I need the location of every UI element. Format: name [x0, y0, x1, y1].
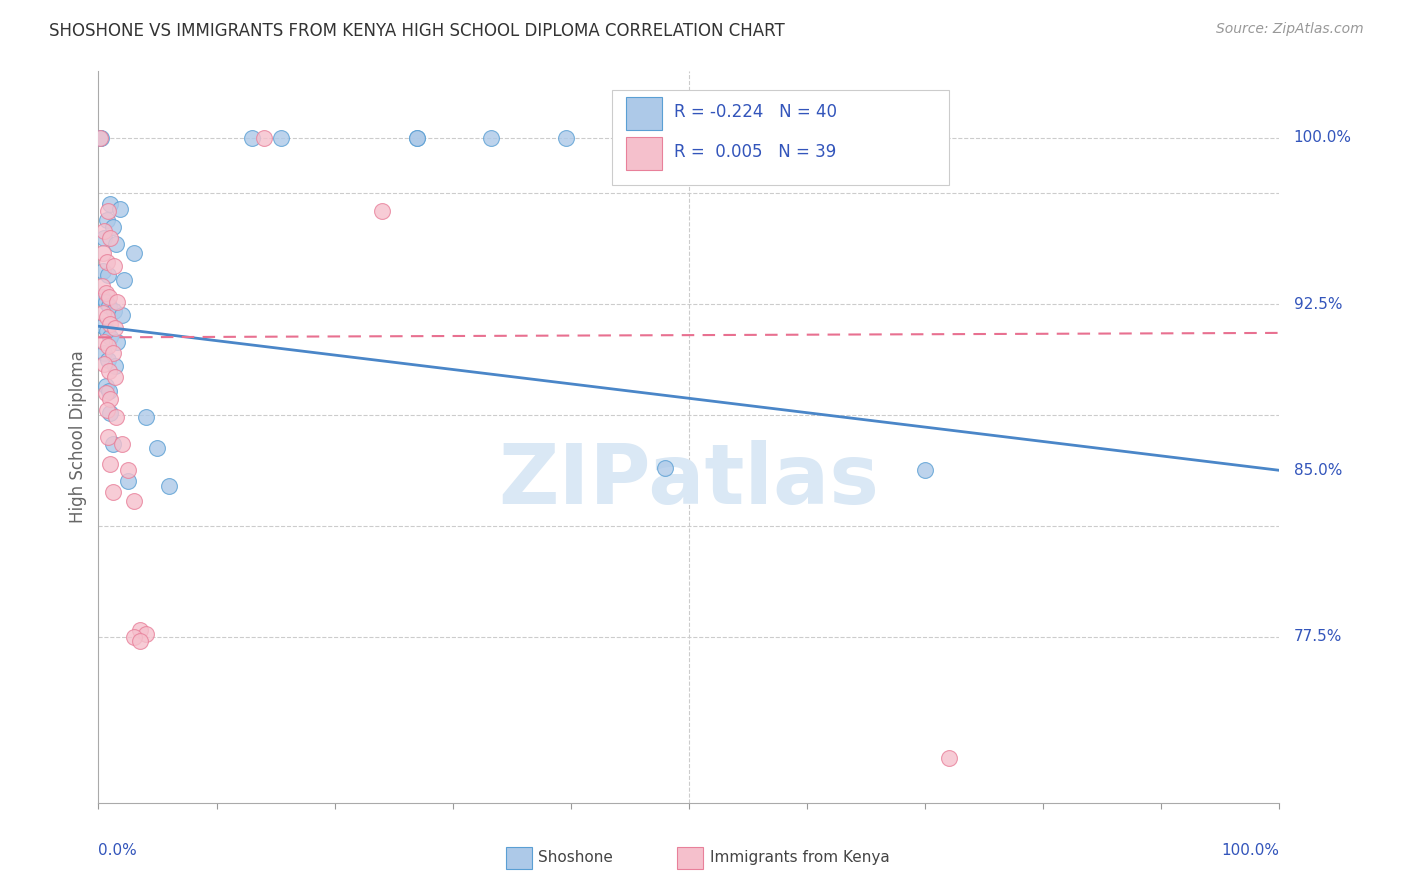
Point	[96, 212, 118, 227]
Point	[94, 285, 117, 300]
Point	[97, 268, 120, 283]
Text: Shoshone: Shoshone	[537, 850, 613, 865]
Point	[89, 131, 111, 145]
Text: 100.0%: 100.0%	[1222, 843, 1279, 858]
Point	[406, 131, 429, 145]
Point	[117, 463, 139, 477]
Point	[105, 294, 128, 309]
Bar	[678, 847, 703, 869]
Point	[135, 410, 157, 425]
Point	[98, 290, 121, 304]
Point	[91, 290, 114, 304]
Point	[98, 317, 121, 331]
Point	[94, 379, 117, 393]
Point	[94, 294, 117, 309]
Text: R = -0.224   N = 40: R = -0.224 N = 40	[673, 103, 837, 120]
Point	[157, 479, 180, 493]
Point	[90, 131, 112, 145]
Point	[104, 370, 127, 384]
Point	[96, 403, 118, 417]
Point	[93, 334, 115, 349]
Text: Immigrants from Kenya: Immigrants from Kenya	[710, 850, 890, 865]
Text: ZIPatlas: ZIPatlas	[499, 441, 879, 522]
Point	[914, 463, 936, 477]
Point	[97, 430, 120, 444]
Point	[128, 623, 150, 637]
Point	[98, 457, 121, 471]
Point	[94, 385, 117, 400]
Point	[91, 246, 114, 260]
Point	[91, 264, 114, 278]
Point	[135, 627, 157, 641]
Bar	[506, 847, 531, 869]
Point	[101, 219, 124, 234]
Point	[96, 310, 118, 325]
Point	[97, 352, 120, 367]
Point	[97, 339, 120, 353]
Point	[93, 230, 115, 244]
Point	[555, 131, 578, 145]
Point	[101, 485, 124, 500]
Point	[104, 359, 127, 373]
Point	[98, 197, 121, 211]
Point	[104, 321, 127, 335]
Point	[98, 384, 121, 398]
Point	[98, 230, 121, 244]
Point	[98, 299, 121, 313]
Text: SHOSHONE VS IMMIGRANTS FROM KENYA HIGH SCHOOL DIPLOMA CORRELATION CHART: SHOSHONE VS IMMIGRANTS FROM KENYA HIGH S…	[49, 22, 785, 40]
Point	[98, 363, 121, 377]
Point	[105, 334, 128, 349]
FancyBboxPatch shape	[612, 90, 949, 185]
Text: 85.0%: 85.0%	[1294, 463, 1341, 478]
Point	[253, 131, 276, 145]
Point	[91, 279, 114, 293]
Text: 0.0%: 0.0%	[98, 843, 138, 858]
Point	[93, 224, 115, 238]
Point	[89, 131, 111, 145]
Point	[98, 392, 121, 407]
Point	[654, 461, 676, 475]
Point	[105, 237, 128, 252]
Point	[240, 131, 263, 145]
Point	[103, 260, 125, 274]
Y-axis label: High School Diploma: High School Diploma	[69, 351, 87, 524]
Text: 92.5%: 92.5%	[1294, 297, 1343, 311]
Point	[111, 308, 134, 322]
Point	[96, 324, 118, 338]
Point	[105, 410, 128, 425]
Point	[406, 131, 429, 145]
Point	[101, 436, 124, 450]
Point	[122, 246, 145, 260]
Point	[270, 131, 292, 145]
Bar	[626, 137, 662, 170]
Text: 100.0%: 100.0%	[1294, 130, 1351, 145]
Point	[371, 204, 394, 219]
Point	[479, 131, 502, 145]
Point	[938, 751, 960, 765]
Point	[111, 436, 134, 450]
Point	[98, 330, 121, 344]
Text: 77.5%: 77.5%	[1294, 629, 1341, 644]
Point	[128, 634, 150, 648]
Point	[108, 202, 131, 216]
Point	[91, 306, 114, 320]
Point	[97, 204, 120, 219]
Text: R =  0.005   N = 39: R = 0.005 N = 39	[673, 143, 835, 161]
Text: Source: ZipAtlas.com: Source: ZipAtlas.com	[1216, 22, 1364, 37]
Point	[91, 319, 114, 334]
Bar	[626, 97, 662, 130]
Point	[103, 303, 125, 318]
Point	[146, 441, 169, 455]
Point	[98, 406, 121, 420]
Point	[96, 255, 118, 269]
Point	[112, 273, 135, 287]
Point	[122, 630, 145, 644]
Point	[93, 346, 115, 360]
Point	[117, 475, 139, 489]
Point	[101, 346, 124, 360]
Point	[122, 494, 145, 508]
Point	[93, 357, 115, 371]
